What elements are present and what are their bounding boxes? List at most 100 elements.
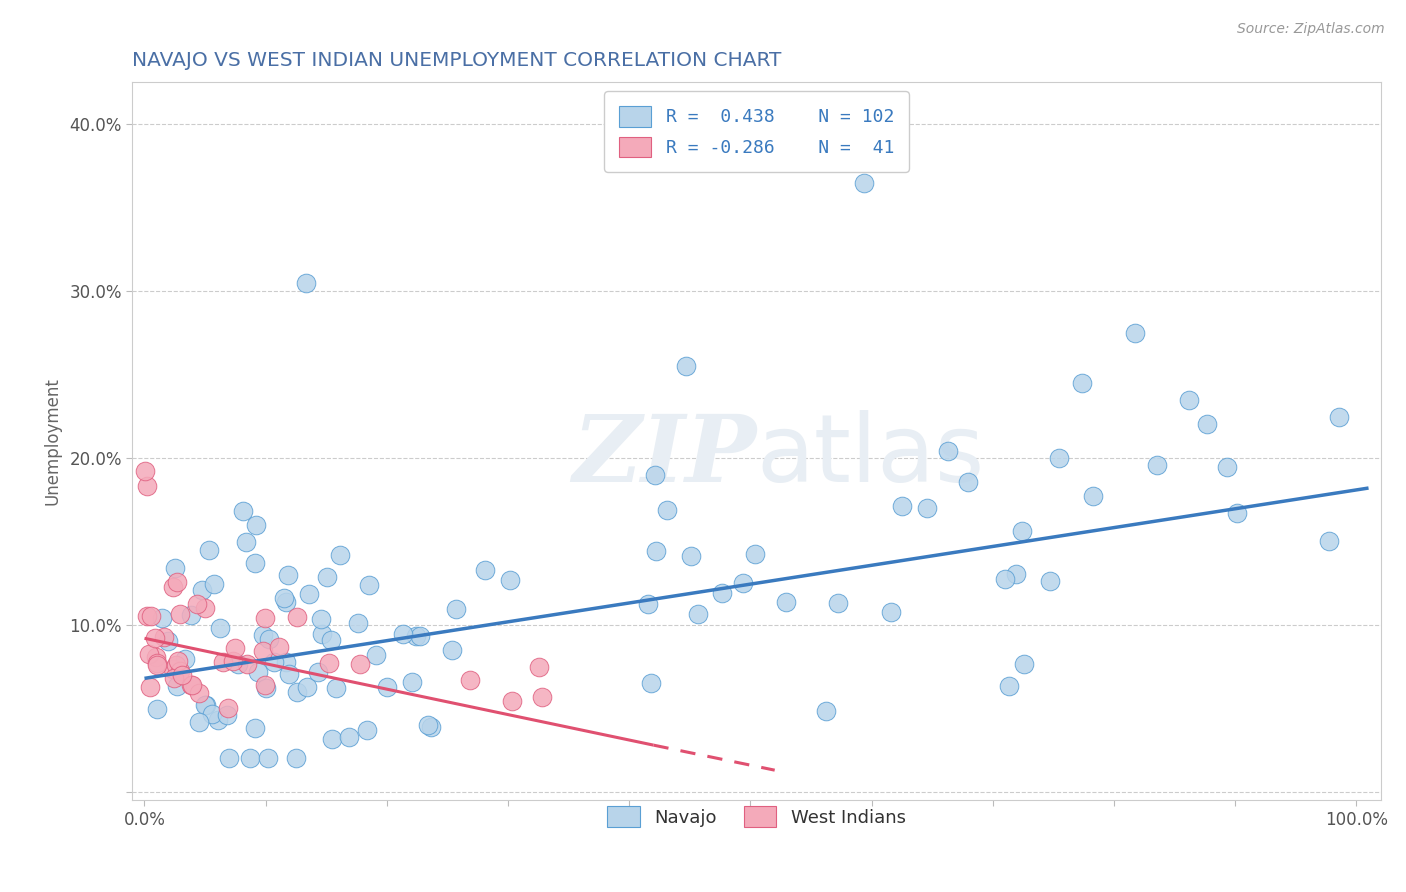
Point (1081, 489, 1104, 503)
Point (170, 667, 193, 681)
Point (710, 585, 733, 599)
Point (252, 644, 274, 658)
Point (163, 672, 186, 686)
Point (1039, 574, 1062, 588)
Point (146, 656, 169, 670)
Point (153, 630, 176, 644)
Point (1216, 460, 1239, 475)
Point (208, 621, 231, 635)
Point (141, 608, 163, 623)
Point (499, 573, 522, 587)
Point (277, 568, 299, 582)
Point (1123, 326, 1146, 340)
Point (187, 686, 209, 700)
Point (329, 549, 352, 563)
Point (1004, 567, 1026, 582)
Point (191, 582, 214, 597)
Point (145, 649, 167, 664)
Point (167, 654, 190, 668)
Point (245, 517, 267, 532)
Point (315, 570, 337, 584)
Point (253, 678, 276, 692)
Point (273, 591, 295, 605)
Point (274, 595, 297, 609)
Point (441, 643, 464, 657)
Point (418, 718, 440, 732)
Point (775, 595, 797, 609)
Point (364, 648, 387, 663)
Point (655, 503, 678, 517)
Point (294, 276, 316, 290)
Point (198, 543, 221, 558)
Point (347, 615, 370, 630)
Point (253, 611, 276, 625)
Text: ZIP: ZIP (572, 410, 756, 500)
Point (207, 714, 229, 728)
Point (247, 665, 270, 680)
Point (278, 667, 301, 681)
Point (501, 694, 523, 708)
Point (174, 652, 197, 666)
Point (139, 680, 162, 694)
Point (254, 681, 277, 695)
Point (640, 676, 662, 690)
Point (136, 479, 159, 493)
Point (256, 751, 278, 765)
Point (645, 543, 668, 558)
Point (311, 627, 333, 641)
Point (146, 701, 169, 715)
Point (349, 657, 371, 671)
Point (166, 574, 188, 589)
Point (644, 467, 666, 482)
Point (938, 444, 960, 458)
Point (686, 607, 709, 621)
Point (138, 647, 160, 661)
Point (267, 640, 290, 654)
Point (375, 680, 398, 694)
Point (194, 601, 217, 615)
Point (245, 556, 267, 570)
Text: Source: ZipAtlas.com: Source: ZipAtlas.com (1237, 22, 1385, 37)
Point (180, 608, 202, 623)
Point (194, 698, 217, 712)
Point (1226, 507, 1249, 521)
Point (309, 612, 332, 626)
Point (162, 662, 184, 676)
Point (157, 633, 180, 648)
Point (166, 679, 188, 693)
Point (744, 547, 766, 561)
Point (186, 597, 208, 611)
Point (998, 679, 1021, 693)
Point (200, 707, 222, 722)
Point (298, 587, 321, 601)
Point (994, 572, 1017, 586)
Point (169, 665, 191, 679)
Point (232, 504, 254, 518)
Point (359, 577, 381, 591)
Point (257, 632, 280, 647)
Point (827, 596, 849, 610)
Point (194, 698, 217, 712)
Point (681, 549, 703, 563)
Point (915, 500, 938, 515)
Point (143, 631, 166, 645)
Point (181, 678, 204, 692)
Point (319, 632, 342, 647)
Point (136, 609, 159, 624)
Point (224, 640, 246, 655)
Point (460, 673, 482, 687)
Point (217, 701, 239, 715)
Point (188, 715, 211, 730)
Point (675, 359, 697, 373)
Point (295, 680, 318, 694)
Point (1327, 410, 1350, 425)
Point (1012, 657, 1035, 671)
Point (1047, 450, 1070, 465)
Point (444, 602, 467, 616)
Point (531, 690, 554, 704)
Point (239, 751, 262, 765)
Text: NAVAJO VS WEST INDIAN UNEMPLOYMENT CORRELATION CHART: NAVAJO VS WEST INDIAN UNEMPLOYMENT CORRE… (132, 51, 782, 70)
Point (307, 665, 329, 679)
Point (215, 708, 238, 723)
Point (285, 684, 308, 698)
